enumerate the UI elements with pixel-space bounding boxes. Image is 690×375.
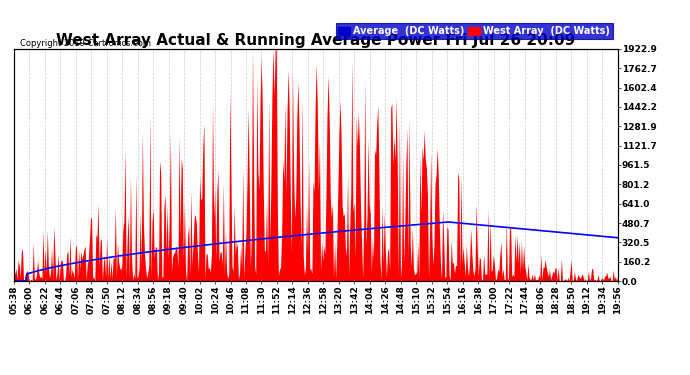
Legend: Average  (DC Watts), West Array  (DC Watts): Average (DC Watts), West Array (DC Watts… [335, 23, 613, 39]
Title: West Array Actual & Running Average Power Fri Jul 26 20:09: West Array Actual & Running Average Powe… [56, 33, 575, 48]
Text: Copyright 2019 Cartronics.com: Copyright 2019 Cartronics.com [20, 39, 151, 48]
